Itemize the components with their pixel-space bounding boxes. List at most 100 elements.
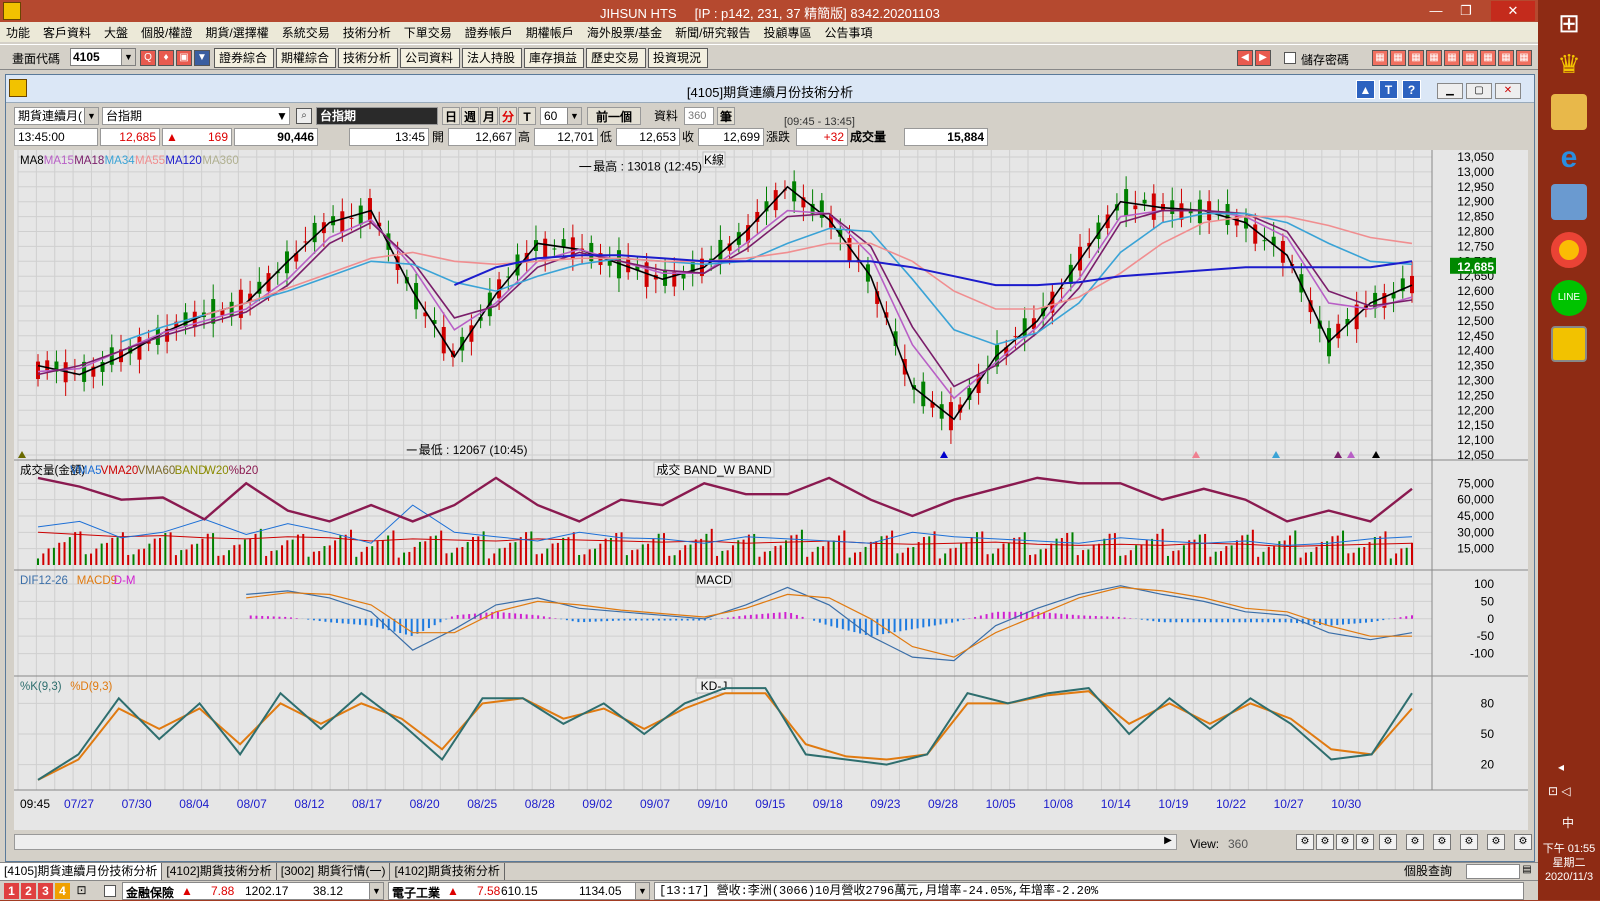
tool-icon-6[interactable]: ▦ [1480,50,1496,66]
menu-item-2[interactable]: 大盤 [98,22,135,41]
tool-icon-4[interactable]: ▦ [1444,50,1460,66]
period-button-4[interactable]: T [518,107,536,125]
chart-tool-icon-3[interactable]: ⚙ [1356,834,1374,850]
menu-item-3[interactable]: 個股/權證 [135,22,199,41]
chart-tool-icon-2[interactable]: ⚙ [1336,834,1354,850]
chart-tool-icon-0[interactable]: ⚙ [1296,834,1314,850]
menu-item-11[interactable]: 新聞/研究報告 [669,22,757,41]
chevron-down-icon[interactable]: ▼ [567,108,581,124]
tray-arrow-icon[interactable]: ◂ [1558,760,1564,774]
crown-icon[interactable]: ♛ [1551,46,1587,82]
toolbar-button-0[interactable]: 證券綜合 [214,48,274,68]
stock-query-input[interactable] [1466,864,1520,879]
tab-3[interactable]: [4102]期貨技術分析 [390,863,504,880]
tool-icon-2[interactable]: ▦ [1408,50,1424,66]
print-icon[interactable]: ▣ [176,50,192,66]
chart-tool-icon-6[interactable]: ⚙ [1433,834,1451,850]
chevron-down-icon[interactable]: ▼ [275,108,289,124]
alarm-icon[interactable]: ♦ [158,50,174,66]
toolbar-button-4[interactable]: 法人持股 [462,48,522,68]
tool-icon-1[interactable]: ▦ [1390,50,1406,66]
calendar-icon[interactable]: ▤ [1520,864,1534,879]
menu-item-12[interactable]: 投顧專區 [758,22,819,41]
tool-icon-3[interactable]: ▦ [1426,50,1442,66]
toolbar-button-1[interactable]: 期權綜合 [276,48,336,68]
chevron-down-icon[interactable]: ▼ [369,883,383,899]
menu-item-10[interactable]: 海外股票/基金 [581,22,669,41]
toolbar-button-3[interactable]: 公司資料 [400,48,460,68]
folder-icon[interactable] [1551,94,1587,130]
menu-item-1[interactable]: 客戶資料 [37,22,98,41]
quick-number-4[interactable]: 4 [55,883,70,899]
quick-number-2[interactable]: 2 [21,883,36,899]
child-minimize-button[interactable]: ▁ [1437,83,1463,99]
lock-icon[interactable]: ⊡ [74,883,89,899]
tray-icons[interactable]: ⊡ ◁ [1548,784,1571,798]
product-select[interactable]: 台指期▼ [102,107,290,125]
up-icon[interactable]: ▲ [1356,80,1375,99]
scroll-right-icon[interactable]: ▶ [1161,835,1175,849]
menu-item-9[interactable]: 期權帳戶 [520,22,581,41]
tab-1[interactable]: [4102]期貨技術分析 [162,863,276,880]
news-ticker[interactable]: [13:17] 營收:李洲(3066)10月營收2796萬元,月增率-24.05… [654,882,1524,900]
product-type-select[interactable]: 期貨連續月(▼ [14,107,99,125]
toolbar-button-7[interactable]: 投資現況 [648,48,708,68]
code-input[interactable]: 4105▼ [70,48,136,66]
period-button-3[interactable]: 分 [499,107,517,125]
paint-icon[interactable] [1551,184,1587,220]
ime-indicator[interactable]: 中 [1562,814,1574,831]
minimize-button[interactable]: — [1421,1,1451,21]
tab-0[interactable]: [4105]期貨連續月份技術分析 [0,863,162,880]
toolbar-button-6[interactable]: 歷史交易 [586,48,646,68]
windows-start-icon[interactable]: ⊞ [1554,8,1584,38]
clock[interactable]: 下午 01:55 星期二 2020/11/3 [1540,842,1598,884]
quick-number-3[interactable]: 3 [38,883,53,899]
jihsun-icon[interactable] [1551,326,1587,362]
chart-tool-icon-9[interactable]: ⚙ [1514,834,1532,850]
menu-item-4[interactable]: 期貨/選擇權 [199,22,275,41]
chart-tool-icon-1[interactable]: ⚙ [1316,834,1334,850]
help-icon[interactable]: ? [1402,80,1421,99]
child-close-button[interactable]: ✕ [1495,83,1521,99]
menu-item-13[interactable]: 公告事項 [819,22,880,41]
period-button-1[interactable]: 週 [461,107,479,125]
arrow-left-icon[interactable]: ◀ [1237,50,1253,66]
ie-icon[interactable]: e [1551,140,1587,176]
menu-item-0[interactable]: 功能 [0,22,37,41]
arrow-right-icon[interactable]: ▶ [1255,50,1271,66]
child-maximize-button[interactable]: ▢ [1466,83,1492,99]
save-password-checkbox[interactable] [1284,52,1296,64]
prev-button[interactable]: 前一個 [587,107,641,125]
period-button-0[interactable]: 日 [442,107,460,125]
restore-button[interactable]: ❐ [1451,1,1481,21]
search-icon[interactable]: ⌕ [296,108,312,124]
chart-tool-icon-8[interactable]: ⚙ [1487,834,1505,850]
menu-item-7[interactable]: 下單交易 [398,22,459,41]
menu-item-6[interactable]: 技術分析 [337,22,398,41]
chevron-down-icon[interactable]: ▼ [635,883,649,899]
chart-tool-icon-7[interactable]: ⚙ [1460,834,1478,850]
chevron-down-icon[interactable]: ▼ [121,49,135,65]
menu-item-5[interactable]: 系統交易 [276,22,337,41]
chart-tool-icon-5[interactable]: ⚙ [1406,834,1424,850]
toolbar-button-5[interactable]: 庫存損益 [524,48,584,68]
tool-icon-7[interactable]: ▦ [1498,50,1514,66]
line-icon[interactable]: LINE [1551,280,1587,316]
period-button-2[interactable]: 月 [480,107,498,125]
tab-2[interactable]: [3002] 期貨行情(一) [277,863,391,880]
status-checkbox[interactable] [104,885,116,897]
menu-item-8[interactable]: 證券帳戶 [459,22,520,41]
chevron-down-icon[interactable]: ▼ [84,108,98,124]
quick-number-1[interactable]: 1 [4,883,19,899]
tool-icon-5[interactable]: ▦ [1462,50,1478,66]
search-icon[interactable]: Q [140,50,156,66]
close-button[interactable]: ✕ [1491,1,1535,21]
dropdown-icon[interactable]: ▼ [194,50,210,66]
data-count-input[interactable]: 360 [684,107,714,125]
minutes-select[interactable]: 60▼ [540,107,582,125]
toolbar-button-2[interactable]: 技術分析 [338,48,398,68]
chart-tool-icon-4[interactable]: ⚙ [1379,834,1397,850]
horizontal-scrollbar[interactable] [14,834,1177,850]
text-icon[interactable]: T [1379,80,1398,99]
